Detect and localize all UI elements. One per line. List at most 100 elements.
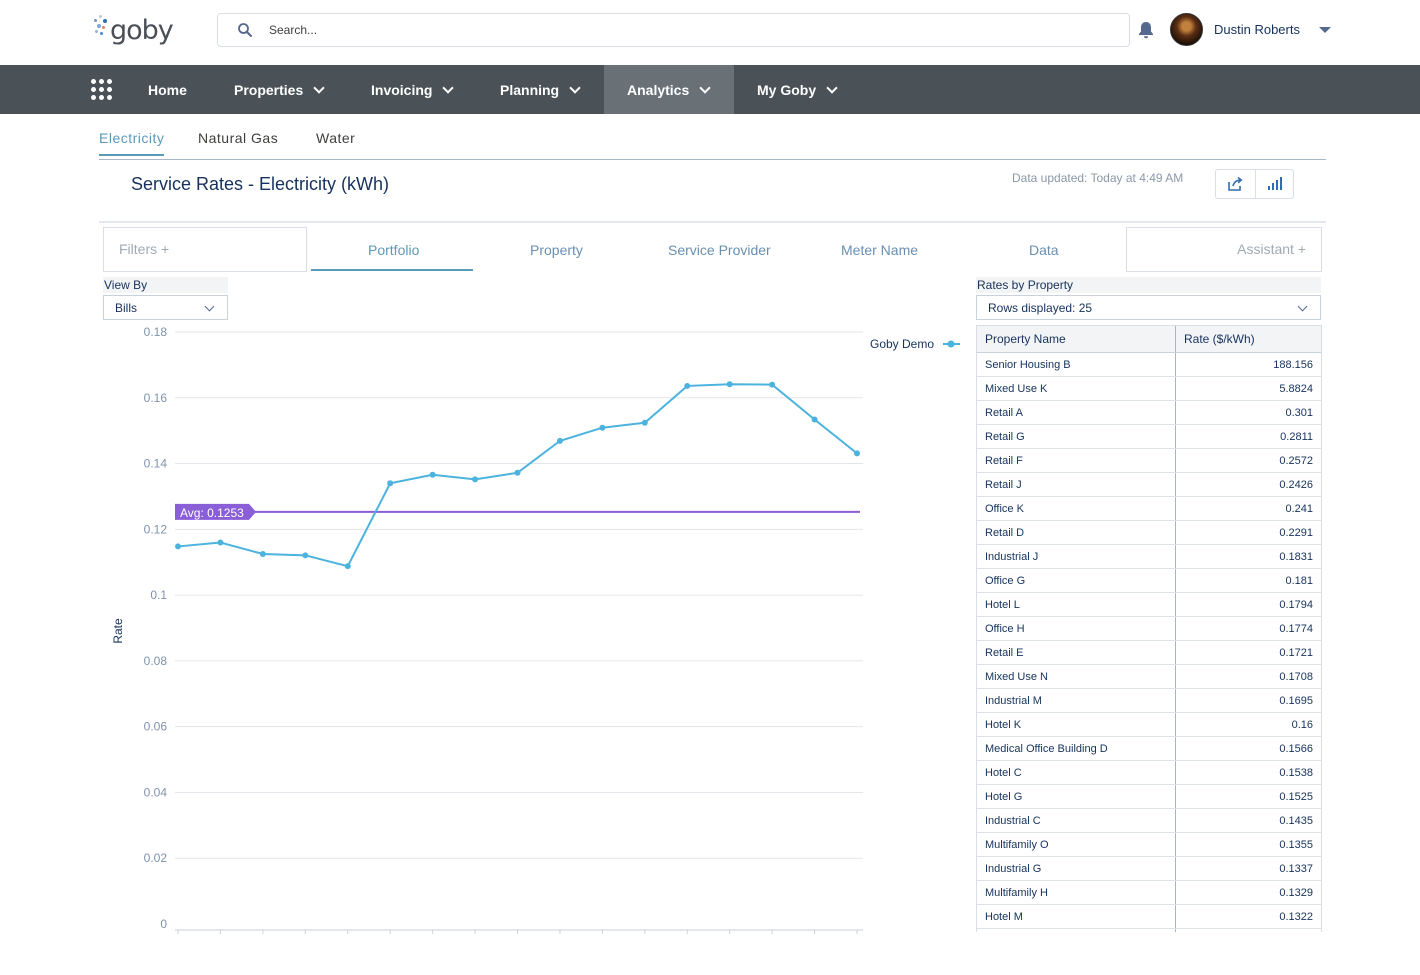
view-by-label: View By [103,277,228,293]
chevron-down-icon [442,81,455,94]
nav-planning-label: Planning [500,81,560,98]
rate-cell: 0.1435 [1279,814,1313,827]
chevron-down-icon [569,81,581,94]
rate-cell: 0.1831 [1279,550,1313,563]
y-tick-label: 0.14 [144,457,168,471]
table-row[interactable]: Retail F 0.2572 [977,449,1321,473]
rate-line-chart: 0.18 0.16 0.14 0.12 0.1 0.08 0.06 0.04 0.02 0 Rat… [105,325,970,935]
rate-cell: 0.1322 [1279,910,1313,923]
chevron-down-icon [313,81,325,94]
rate-cell: 0.1355 [1279,838,1313,851]
tab-data[interactable]: Data [1029,242,1059,258]
filters-button[interactable]: Filters + [103,227,307,272]
table-row[interactable]: Multifamily O 0.1355 [977,833,1321,857]
table-row[interactable]: Hotel A0.1318 [977,929,1321,932]
tab-portfolio[interactable]: Portfolio [368,242,420,258]
table-row[interactable]: Retail G 0.2811 [977,425,1321,449]
table-row[interactable]: Retail A 0.301 [977,401,1321,425]
tab-natural-gas[interactable]: Natural Gas [198,130,279,146]
property-name-cell: Retail D [977,521,1176,544]
nav-home[interactable]: Home [148,65,187,114]
table-row[interactable]: Medical Office Building D 0.1566 [977,737,1321,761]
property-name-cell: Hotel C [977,761,1176,784]
table-row[interactable]: Hotel C 0.1538 [977,761,1321,785]
property-name-cell: Office G [977,569,1176,592]
table-row[interactable]: Retail E 0.1721 [977,641,1321,665]
search-icon [237,22,253,38]
average-label: Avg: 0.1253 [180,506,244,520]
property-name-cell: Medical Office Building D [977,737,1176,760]
rate-cell: 0.1318 [1176,929,1321,932]
data-point [684,382,691,389]
table-row[interactable]: Mixed Use N 0.1708 [977,665,1321,689]
column-header-rate[interactable]: Rate ($/kWh) [1184,332,1255,346]
chart-button[interactable] [1254,170,1294,198]
share-button[interactable] [1216,170,1255,198]
nav-planning[interactable]: Planning [500,65,581,114]
data-point [854,450,860,457]
table-row[interactable]: Hotel K 0.16 [977,713,1321,737]
rate-cell: 0.1329 [1279,886,1313,899]
rates-table: Property Name Rate ($/kWh) Senior Housin… [976,325,1322,932]
rate-cell: 0.16 [1291,718,1313,731]
average-label-bg [175,503,256,520]
assistant-button[interactable]: Assistant + [1126,227,1322,272]
y-axis-label: Rate [111,618,125,644]
table-row[interactable]: Office H 0.1774 [977,617,1321,641]
notification-bell-icon[interactable] [1136,20,1156,40]
table-row[interactable]: Senior Housing B 188.156 [977,353,1321,377]
table-row[interactable]: Industrial M 0.1695 [977,689,1321,713]
column-header-property[interactable]: Property Name [977,326,1176,352]
user-menu-caret-icon[interactable] [1319,27,1331,33]
table-row[interactable]: Industrial C 0.1435 [977,809,1321,833]
property-name-cell: Hotel M [977,905,1176,928]
chevron-down-icon [699,81,711,94]
section-divider [99,221,1326,223]
y-tick-label: 0.08 [144,654,168,668]
search-bar[interactable] [217,13,1130,47]
table-row[interactable]: Hotel L 0.1794 [977,593,1321,617]
tab-meter-name[interactable]: Meter Name [841,242,919,258]
tab-electricity[interactable]: Electricity [99,130,165,156]
property-name-cell: Mixed Use N [977,665,1176,688]
search-input[interactable] [269,23,1069,37]
table-row[interactable]: Industrial J 0.1831 [977,545,1321,569]
nav-my-goby[interactable]: My Goby [757,65,838,114]
table-row[interactable]: Office K 0.241 [977,497,1321,521]
table-row[interactable]: Hotel G 0.1525 [977,785,1321,809]
user-name[interactable]: Dustin Roberts [1214,22,1300,37]
table-row[interactable]: Office G 0.181 [977,569,1321,593]
data-point [429,471,436,478]
property-name-cell: Office K [977,497,1176,520]
view-by-select[interactable]: Bills [103,295,228,320]
data-point [259,551,266,557]
logo-text: goby [110,14,174,46]
nav-properties[interactable]: Properties [234,65,325,114]
app-launcher-icon[interactable] [91,79,112,100]
table-row[interactable]: Industrial G 0.1337 [977,857,1321,881]
table-row[interactable]: Retail D 0.2291 [977,521,1321,545]
bar-chart-icon [1268,177,1283,190]
rate-cell: 0.2426 [1279,478,1313,491]
tab-water[interactable]: Water [316,130,356,146]
table-row[interactable]: Hotel M 0.1322 [977,905,1321,929]
rate-cell: 0.181 [1285,574,1313,587]
y-tick-label: 0.1 [150,588,167,602]
property-name-cell: Senior Housing B [977,353,1176,376]
tab-property[interactable]: Property [530,242,583,258]
nav-analytics[interactable]: Analytics [604,65,734,114]
property-name-cell: Hotel K [977,713,1176,736]
active-tab-indicator [311,269,473,271]
property-name-cell: Hotel L [977,593,1176,616]
data-point [175,543,181,550]
rows-displayed-select[interactable]: Rows displayed: 25 [976,295,1321,320]
table-row[interactable]: Multifamily H 0.1329 [977,881,1321,905]
nav-invoicing[interactable]: Invoicing [371,65,455,114]
user-avatar[interactable] [1170,13,1203,46]
tab-service-provider[interactable]: Service Provider [668,242,771,258]
table-row[interactable]: Mixed Use K 5.8824 [977,377,1321,401]
table-row[interactable]: Retail J 0.2426 [977,473,1321,497]
goby-logo[interactable]: goby [94,13,174,47]
property-name-cell: Hotel G [977,785,1176,808]
y-tick-label: 0.16 [144,391,168,405]
